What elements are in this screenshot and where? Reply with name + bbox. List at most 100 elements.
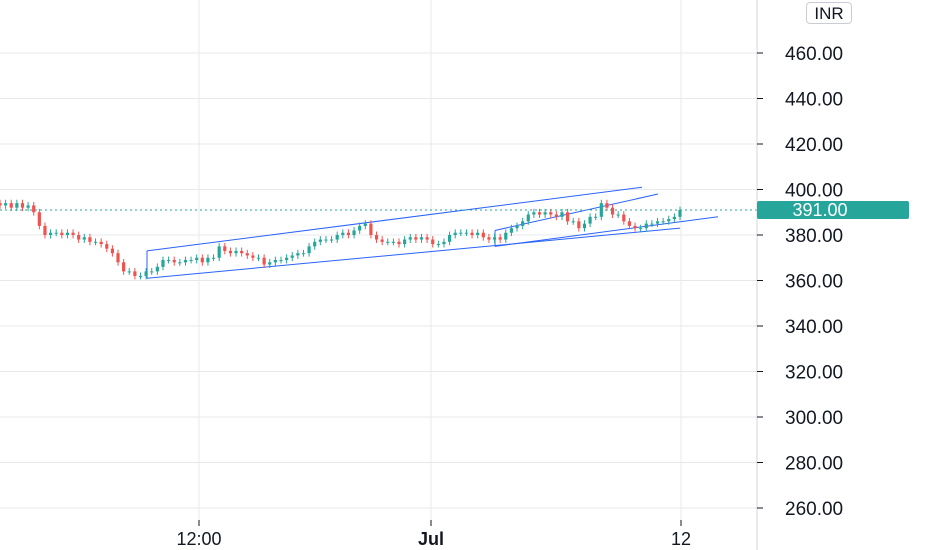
candle <box>245 249 249 259</box>
candle <box>32 202 36 216</box>
currency-selector[interactable]: INR <box>806 2 852 24</box>
candle <box>582 220 587 232</box>
candle <box>492 233 497 243</box>
candle <box>144 267 148 280</box>
candle <box>403 236 407 248</box>
candle <box>256 254 261 262</box>
candle <box>65 229 70 239</box>
candle <box>526 211 530 225</box>
candle <box>122 258 126 275</box>
candle <box>571 217 575 225</box>
candle <box>99 238 103 248</box>
price-tick-label: 280.00 <box>785 454 843 475</box>
candle <box>150 267 154 275</box>
price-tick-label: 340.00 <box>785 317 843 338</box>
candle <box>0 199 2 209</box>
candle <box>369 220 373 239</box>
candle <box>509 224 514 237</box>
channel2-lower-line[interactable] <box>494 216 719 247</box>
channel2-upper-line[interactable] <box>494 193 659 231</box>
candle <box>678 206 682 221</box>
candle <box>560 208 564 221</box>
price-tick-label: 460.00 <box>785 44 843 65</box>
candle <box>200 254 204 266</box>
candle <box>133 267 137 280</box>
candle <box>391 238 395 246</box>
candle <box>577 217 581 232</box>
candle <box>397 238 401 248</box>
time-tick-label: 12:00 <box>176 529 221 549</box>
candle <box>127 267 131 275</box>
candle <box>4 199 8 209</box>
candle <box>515 222 519 232</box>
candle <box>431 236 435 248</box>
candlestick-series <box>0 199 682 280</box>
candle <box>285 254 289 264</box>
candle <box>183 256 188 266</box>
candle <box>234 247 238 257</box>
candle <box>15 199 19 212</box>
candle <box>251 252 255 262</box>
candle <box>667 215 671 225</box>
candle <box>296 249 300 259</box>
candle <box>622 211 626 225</box>
candle <box>616 211 620 218</box>
candle <box>380 236 384 246</box>
candle <box>419 233 424 243</box>
channel-lower-line[interactable] <box>146 227 681 279</box>
candle <box>470 229 474 239</box>
candle <box>594 213 598 221</box>
price-tick-label: 300.00 <box>785 408 843 429</box>
candle <box>521 217 525 230</box>
price-tick-label: 420.00 <box>785 135 843 156</box>
candle <box>447 231 452 246</box>
candle <box>43 222 47 239</box>
candle <box>650 220 654 228</box>
candle <box>672 213 676 223</box>
price-tick-label: 320.00 <box>785 363 843 384</box>
candle <box>605 199 609 212</box>
time-axis[interactable]: 12:00 Jul 12 <box>176 520 691 549</box>
price-tick-label: 260.00 <box>785 499 843 520</box>
candle <box>268 258 272 268</box>
candle <box>211 254 216 262</box>
candle <box>363 220 367 230</box>
candle <box>105 240 109 253</box>
candle <box>532 208 536 218</box>
candle <box>504 229 508 243</box>
candle <box>138 272 143 280</box>
candle <box>172 256 176 266</box>
candle <box>318 236 322 246</box>
candle <box>661 217 665 225</box>
candle <box>610 204 615 218</box>
candle <box>554 211 558 221</box>
trend-channel-lines[interactable] <box>146 186 719 279</box>
candle <box>374 231 379 243</box>
candle <box>655 217 660 228</box>
candle <box>217 242 221 262</box>
candle <box>110 245 114 257</box>
candle <box>279 256 283 264</box>
candle <box>273 256 277 266</box>
candle <box>436 240 440 248</box>
candle <box>77 231 81 243</box>
candle <box>37 208 41 230</box>
candle <box>329 236 334 243</box>
chart-grid <box>0 0 757 520</box>
candle <box>189 256 193 264</box>
candle <box>487 233 491 243</box>
candle <box>178 258 182 266</box>
price-axis[interactable]: 260.00 280.00 300.00 320.00 340.00 360.00 380.… <box>757 44 843 520</box>
candle <box>54 229 58 237</box>
candle <box>633 222 637 232</box>
candle <box>228 247 233 257</box>
candle <box>71 229 75 239</box>
candle <box>166 256 171 264</box>
candle <box>335 231 339 243</box>
candle <box>476 229 480 239</box>
last-price-value: 391.00 <box>792 200 847 220</box>
candle <box>88 233 92 246</box>
channel-upper-line[interactable] <box>146 186 643 252</box>
candle <box>566 208 570 225</box>
